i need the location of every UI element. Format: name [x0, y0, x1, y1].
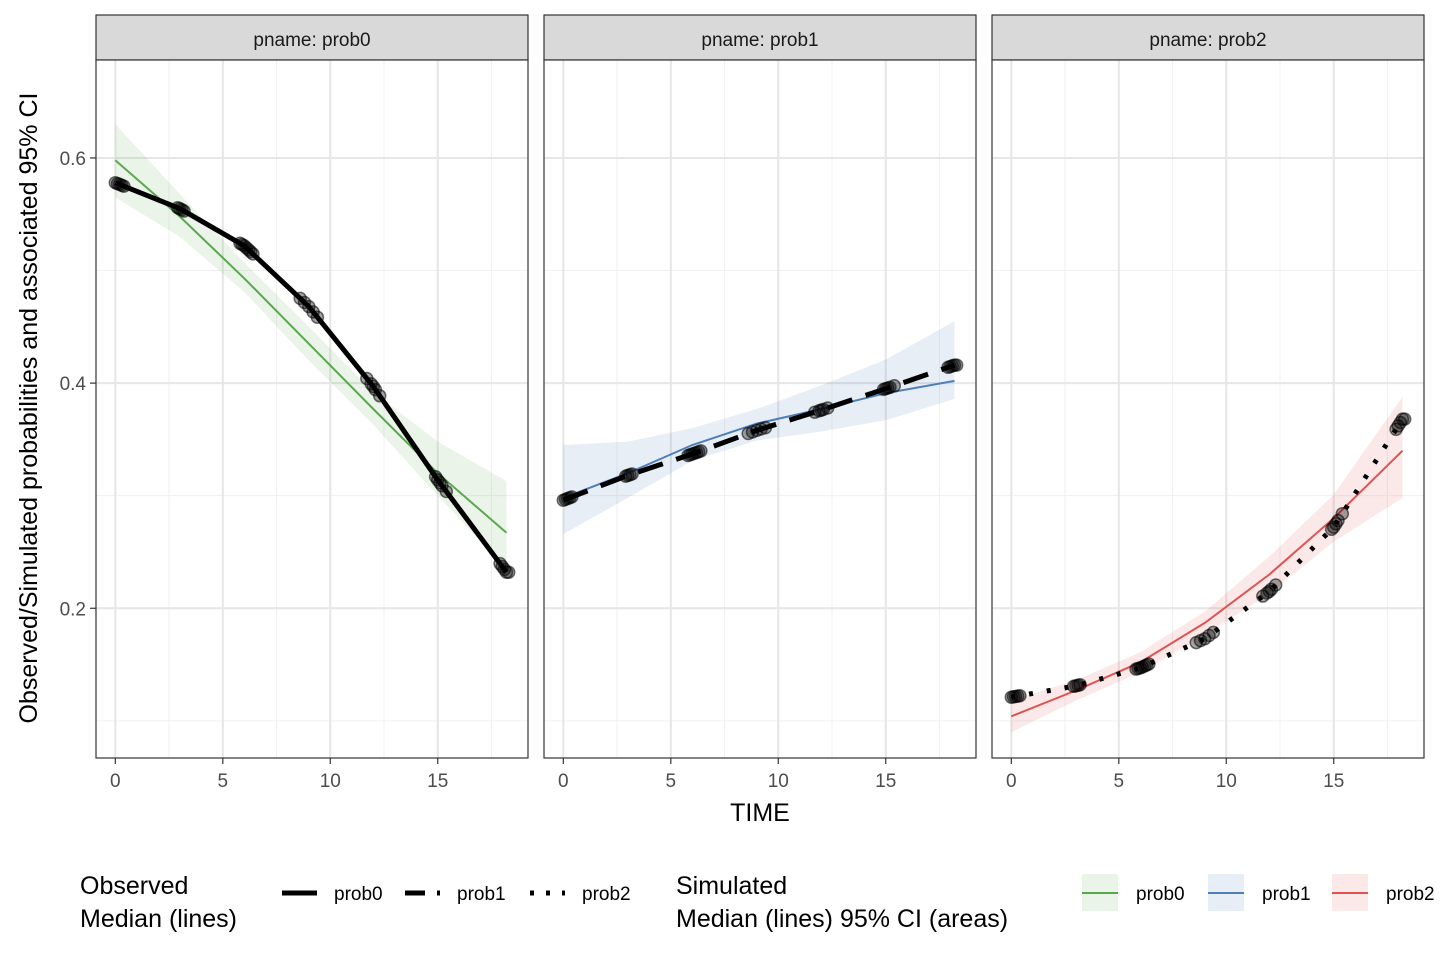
legend-items: prob0 prob1 prob2 prob0 prob1 prob2: [282, 874, 1435, 911]
panel-border: [543, 59, 977, 759]
observed-point: [1206, 625, 1221, 640]
observed-point: [820, 401, 835, 415]
panel-prob0: pname: prob0 0 5 10 15 0.2 0.4 0.6: [60, 14, 529, 792]
observed-point: [1331, 513, 1345, 528]
x-tick-label: 15: [427, 771, 448, 792]
observed-point: [1268, 578, 1283, 592]
y-tick-label: 0.6: [60, 149, 86, 170]
observed-point: [565, 490, 579, 504]
legend-observed-title-line2: Median (lines): [80, 905, 237, 933]
legend-label-observed-prob1: prob1: [457, 884, 506, 905]
x-tick-label: 10: [320, 771, 341, 792]
y-tick-label: 0.4: [60, 374, 87, 395]
legend-observed-title-line1: Observed: [80, 872, 188, 900]
legend-label-simulated-prob2: prob2: [1386, 884, 1435, 905]
facet-strip: [543, 14, 977, 61]
panel-background: [544, 60, 976, 758]
observed-point: [1335, 506, 1350, 521]
facet-strip-label: pname: prob2: [1149, 30, 1266, 51]
observed-point: [439, 484, 454, 499]
observed-point: [1013, 688, 1027, 703]
legend: Observed Median (lines) Simulated Median…: [80, 872, 1435, 933]
x-tick-label: 5: [666, 771, 677, 792]
observed-point: [372, 389, 387, 403]
observed-point: [310, 310, 325, 324]
facet-strip: [95, 14, 529, 61]
panel-border: [991, 59, 1425, 759]
facet-strip: [991, 14, 1425, 61]
observed-point: [246, 247, 260, 261]
panel-background: [992, 60, 1424, 758]
observed-point: [694, 444, 708, 458]
facet-strip-label: pname: prob0: [253, 30, 370, 51]
observed-point: [501, 565, 516, 579]
x-tick-label: 0: [1006, 771, 1017, 792]
legend-label-observed-prob0: prob0: [334, 884, 383, 905]
observed-point: [177, 204, 191, 218]
x-axis-title: TIME: [730, 799, 790, 827]
observed-point: [625, 467, 639, 481]
observed-point: [887, 379, 902, 393]
legend-simulated-title-line2: Median (lines) 95% CI (areas): [676, 905, 1008, 933]
panel-border: [95, 59, 529, 759]
x-tick-label: 15: [875, 771, 896, 792]
x-tick-label: 10: [768, 771, 789, 792]
legend-simulated-title-line1: Simulated: [676, 872, 787, 900]
observed-point: [1142, 657, 1156, 671]
y-tick-label: 0.2: [60, 599, 86, 620]
facet-strip-label: pname: prob1: [701, 30, 818, 51]
observed-point: [1073, 677, 1087, 692]
y-axis-title: Observed/Simulated probabilities and ass…: [15, 93, 43, 724]
observed-point: [758, 420, 773, 435]
panel-prob2: pname: prob2 0 5 10 15: [991, 14, 1425, 792]
legend-label-simulated-prob0: prob0: [1136, 884, 1185, 905]
observed-point: [117, 179, 131, 193]
x-tick-label: 0: [558, 771, 569, 792]
x-tick-label: 15: [1323, 771, 1344, 792]
x-tick-label: 5: [1114, 771, 1125, 792]
panel-prob1: pname: prob1 0 5 10 15: [543, 14, 977, 792]
x-tick-label: 0: [110, 771, 121, 792]
panel-background: [96, 60, 528, 758]
panels-layer: pname: prob0 0 5 10 15 0.2 0.4 0.6 pname: prob1 0…: [60, 14, 1425, 792]
x-tick-label: 5: [218, 771, 229, 792]
observed-point: [1397, 412, 1412, 426]
sim-ci-area-prob2: [1011, 396, 1403, 733]
observed-point: [949, 358, 964, 372]
obs-median-line-prob1: [562, 362, 956, 503]
x-tick-label: 10: [1216, 771, 1237, 792]
legend-label-simulated-prob1: prob1: [1262, 884, 1311, 905]
legend-label-observed-prob2: prob2: [582, 884, 631, 905]
